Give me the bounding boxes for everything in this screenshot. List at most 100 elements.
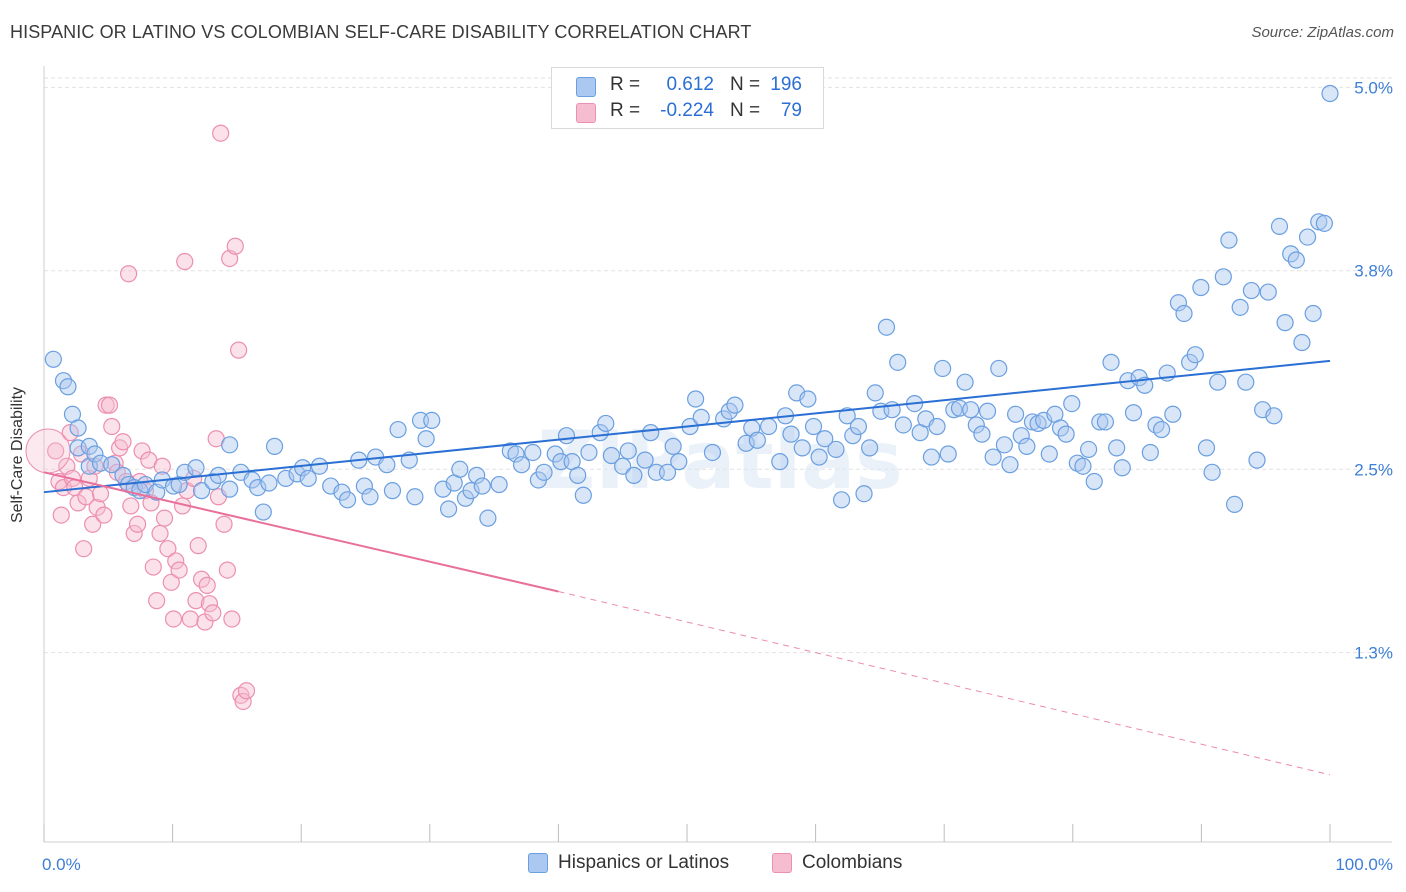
hispanics-point: [557, 427, 576, 445]
hispanics-point: [1136, 376, 1154, 394]
hispanics-point: [1209, 373, 1227, 391]
colombians-point: [75, 540, 93, 558]
colombians-point: [167, 552, 185, 570]
hispanics-point: [187, 459, 205, 477]
hispanics-point: [799, 390, 817, 408]
colombians-trend-extension: [558, 590, 1331, 776]
colombians-point: [226, 237, 244, 255]
colombians-point: [155, 509, 174, 527]
hispanics-point: [221, 436, 239, 454]
colombians-point: [234, 692, 252, 711]
hispanics-point: [473, 477, 491, 495]
hispanics-point: [1203, 463, 1221, 481]
hispanics-point: [310, 457, 329, 475]
r-label: R =: [610, 74, 641, 95]
hispanics-point: [967, 416, 985, 434]
axes: [43, 66, 1392, 843]
hispanics-point: [664, 437, 682, 455]
hispanics-point: [1063, 394, 1081, 413]
hispanics-point: [978, 402, 997, 420]
hispanics-point: [192, 482, 211, 500]
colombians-point: [162, 573, 180, 591]
hispanics-point: [703, 443, 722, 462]
hispanics-point: [692, 408, 710, 426]
hispanics-swatch: [576, 77, 596, 97]
hispanics-point: [1001, 456, 1019, 474]
colombians-point: [91, 485, 110, 503]
hispanics-point: [1040, 445, 1058, 463]
hispanics-point: [1175, 304, 1193, 323]
hispanics-points: [44, 84, 1339, 527]
hispanics-point: [1192, 278, 1210, 297]
colombians-point: [114, 433, 132, 451]
hispanics-point: [569, 466, 587, 484]
hispanics-point: [1147, 416, 1165, 434]
hispanics-point: [1079, 440, 1098, 459]
colombians-point: [100, 396, 119, 414]
hispanics-point: [1113, 459, 1131, 477]
n-label: N =: [730, 100, 761, 121]
watermark: ZIPatlas: [537, 414, 903, 507]
colombians-point: [148, 592, 166, 610]
hispanics-point: [44, 350, 62, 368]
y-axis-label: Self-Care Disability: [9, 386, 26, 524]
colombians-point: [237, 682, 256, 700]
hispanics-point: [423, 411, 441, 429]
hispanics-point: [507, 445, 525, 463]
colombians-points: [25, 124, 256, 711]
colombians-point: [103, 417, 121, 436]
trend-lines: [43, 359, 1331, 776]
hispanics-point: [855, 485, 873, 503]
colombians-point: [125, 524, 143, 543]
hispanics-point: [956, 373, 974, 391]
hispanics-point: [737, 434, 755, 452]
hispanics-point: [417, 430, 435, 448]
tick-labels: 1.3% 2.5% 3.8% 5.0% 0.0% 100.0%: [42, 78, 1393, 874]
colombians-point: [223, 610, 241, 628]
hispanics-point: [832, 491, 851, 509]
hispanics-legend-swatch: [528, 853, 548, 873]
hispanics-point: [670, 453, 688, 471]
n-value: 79: [780, 100, 802, 121]
hispanics-point: [1270, 217, 1289, 235]
hispanics-point: [619, 442, 637, 460]
hispanics-point: [59, 378, 77, 396]
hispanics-point: [625, 466, 643, 484]
colombians-trend-line: [43, 471, 559, 593]
hispanics-point: [827, 440, 845, 459]
hispanics-point: [894, 416, 912, 434]
hispanics-point: [1214, 268, 1232, 286]
hispanics-point: [299, 469, 317, 488]
hispanics-point: [984, 448, 1002, 466]
r-label: R =: [610, 100, 641, 121]
hispanics-point: [939, 445, 957, 463]
hispanics-point: [1096, 413, 1115, 431]
hispanics-point: [86, 445, 104, 463]
hispanics-point: [759, 417, 778, 436]
hispanics-point: [1298, 228, 1317, 246]
colombians-point: [189, 537, 207, 555]
hispanics-point: [439, 500, 458, 518]
hispanics-point: [1164, 405, 1182, 423]
hispanics-point: [849, 417, 868, 436]
hispanics-point: [1186, 346, 1204, 364]
hispanics-point: [1091, 413, 1109, 431]
hispanics-point: [1315, 214, 1333, 232]
hispanics-point: [1085, 472, 1103, 491]
hispanics-point: [338, 491, 357, 509]
hispanics-point: [844, 427, 862, 445]
colombians-point: [218, 561, 237, 579]
legend-item-hispanics: Hispanics or Latinos: [528, 852, 729, 874]
hispanics-point: [1012, 427, 1030, 445]
colombians-point: [187, 592, 205, 610]
hispanics-point: [877, 318, 896, 336]
hispanics-point: [1057, 425, 1075, 443]
colombians-point: [151, 524, 169, 543]
hispanics-point: [861, 439, 879, 457]
hispanics-point: [973, 425, 991, 443]
hispanics-point: [535, 463, 553, 481]
legend-item-colombians: Colombians: [772, 852, 902, 874]
hispanics-point: [782, 425, 800, 443]
hispanics-point: [934, 359, 952, 378]
colombians-point: [95, 506, 113, 524]
